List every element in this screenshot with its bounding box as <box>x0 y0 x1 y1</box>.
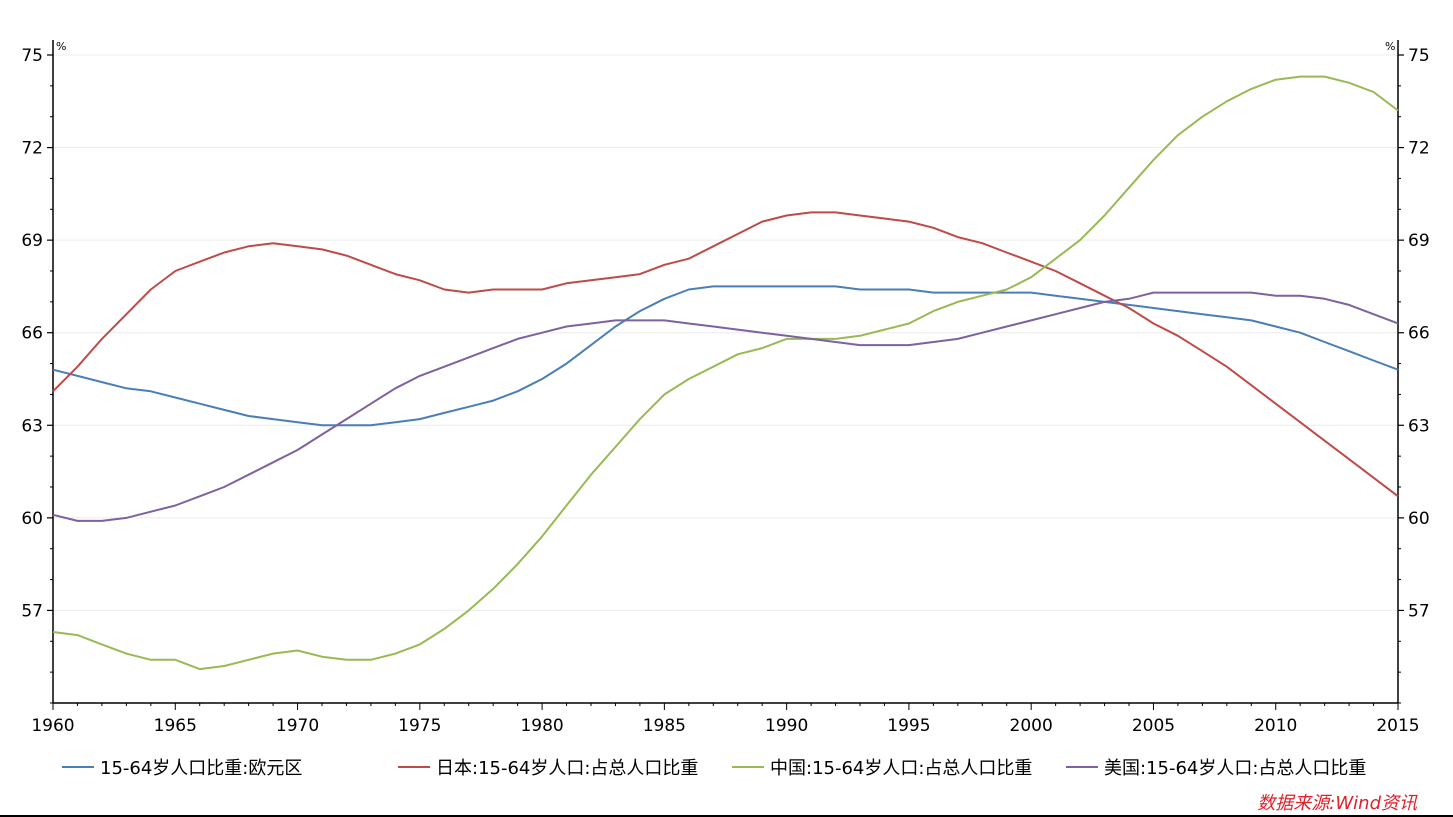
legend-swatch-china <box>732 766 764 768</box>
x-tick-label: 1995 <box>887 716 930 736</box>
series-line-2 <box>52 75 1399 671</box>
legend-item-china: 中国:15-64岁人口:占总人口比重 <box>732 754 1032 780</box>
y-tick-label-right: 72 <box>1408 139 1430 159</box>
x-tick-label: 2005 <box>1132 716 1175 736</box>
y-tick-label-left: 69 <box>21 231 43 251</box>
grid-lines <box>53 54 1398 611</box>
x-tick-label: 1960 <box>31 716 74 736</box>
x-tick-label: 1970 <box>276 716 319 736</box>
series-lines <box>52 75 1399 671</box>
series-line-3 <box>52 291 1399 522</box>
series-line-1 <box>52 211 1399 498</box>
legend-item-eurozone: 15-64岁人口比重:欧元区 <box>62 754 302 780</box>
y-tick-label-right: 66 <box>1408 324 1430 344</box>
line-chart: % % 57 57 60 60 63 63 66 66 69 69 72 72 75 75 1960 1965… <box>21 40 1430 736</box>
legend-item-usa: 美国:15-64岁人口:占总人口比重 <box>1066 754 1366 780</box>
y-tick-label-left: 57 <box>21 601 43 621</box>
y-tick-label-left: 72 <box>21 139 43 159</box>
legend: 15-64岁人口比重:欧元区 日本:15-64岁人口:占总人口比重 中国:15-… <box>62 754 1422 780</box>
legend-swatch-usa <box>1066 766 1098 768</box>
legend-label-usa: 美国:15-64岁人口:占总人口比重 <box>1104 758 1367 779</box>
legend-swatch-japan <box>398 766 430 768</box>
y-tick-label-right: 60 <box>1408 509 1430 529</box>
x-tick-label: 2010 <box>1254 716 1297 736</box>
series-line-0 <box>52 285 1399 427</box>
right-unit-label: % <box>1385 40 1395 53</box>
x-tick-label: 1985 <box>643 716 686 736</box>
y-tick-label-right: 63 <box>1408 416 1430 436</box>
legend-item-japan: 日本:15-64岁人口:占总人口比重 <box>398 754 698 780</box>
axes: % % 57 57 60 60 63 63 66 66 69 69 72 72 75 75 1960 1965… <box>21 40 1430 736</box>
legend-label-eurozone: 15-64岁人口比重:欧元区 <box>100 758 303 779</box>
source-note: 数据来源:Wind资讯 <box>1257 793 1417 814</box>
y-tick-label-left: 66 <box>21 324 43 344</box>
y-tick-label-left: 75 <box>21 46 43 66</box>
y-tick-label-left: 60 <box>21 509 43 529</box>
legend-swatch-eurozone <box>62 766 94 768</box>
bottom-divider <box>0 815 1453 817</box>
x-tick-label: 1975 <box>398 716 441 736</box>
legend-label-china: 中国:15-64岁人口:占总人口比重 <box>770 758 1033 779</box>
y-tick-label-right: 75 <box>1408 46 1430 66</box>
y-tick-label-right: 69 <box>1408 231 1430 251</box>
x-tick-label: 2000 <box>1010 716 1053 736</box>
x-tick-label: 1980 <box>520 716 563 736</box>
x-tick-label: 1965 <box>154 716 197 736</box>
y-tick-label-right: 57 <box>1408 601 1430 621</box>
x-tick-label: 2015 <box>1376 716 1419 736</box>
y-tick-label-left: 63 <box>21 416 43 436</box>
x-tick-label: 1990 <box>765 716 808 736</box>
legend-label-japan: 日本:15-64岁人口:占总人口比重 <box>436 758 699 779</box>
left-unit-label: % <box>56 40 66 53</box>
